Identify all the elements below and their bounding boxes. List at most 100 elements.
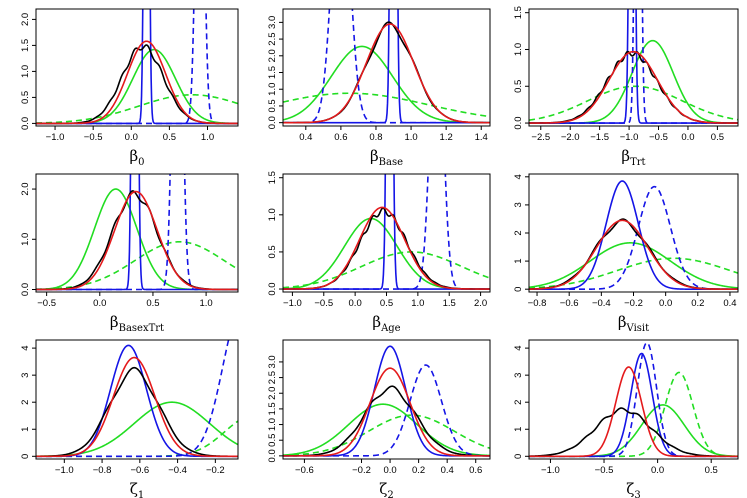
y-tick-label: 4 [20, 345, 31, 350]
density-curve-red-solid [529, 50, 738, 124]
x-tick-label: 0.5 [711, 132, 724, 143]
panel-3: −2.5 −2.0 −1.5 −1.0 −0.5 0.0 0.5 0.0 0.5 1.0 1.5 βT… [513, 6, 739, 168]
y-tick-label: 1.5 [513, 6, 524, 19]
density-curve-blue-solid [529, 180, 738, 290]
y-tick-label: 1.5 [20, 39, 31, 52]
y-tick-label: 3 [513, 373, 524, 378]
y-tick-label: 0 [20, 454, 31, 459]
density-curve-blue-dashed [283, 364, 490, 457]
x-axis-label: ζ1 [130, 480, 145, 498]
density-curve-red-solid [283, 206, 490, 290]
x-axis-label-symbol: β [129, 147, 138, 165]
y-tick-label: 1.0 [267, 418, 278, 431]
density-curve-blue-solid [283, 345, 490, 457]
x-axis-label-subscript: 3 [634, 490, 640, 498]
y-tick-label: 0.0 [513, 116, 524, 129]
y-tick-label: 2.0 [20, 13, 31, 26]
x-axis-label-subscript: 1 [138, 490, 144, 498]
density-curve-blue-dashed [529, 341, 738, 458]
x-tick-label: 1.4 [475, 132, 488, 143]
x-tick-label: −1.0 [541, 465, 560, 476]
y-tick-label: 1.0 [267, 83, 278, 96]
x-tick-label: −0.2 [206, 465, 225, 476]
panel-2-curves [283, 9, 490, 124]
y-tick-label: 1 [513, 258, 524, 263]
density-curve-black-solid [283, 207, 490, 290]
x-axis-label-symbol: β [372, 313, 381, 331]
x-tick-label: 1.0 [404, 132, 417, 143]
x-tick-label: 0.0 [93, 298, 106, 309]
panel-6: −0.8 −0.6 −0.4 −0.2 0.0 0.2 0.4 0 1 2 3 4 βVisit [513, 173, 739, 334]
panel-1-curves [36, 9, 238, 125]
x-tick-label: 0.0 [651, 465, 664, 476]
density-curve-blue-solid [283, 9, 490, 124]
y-tick-label: 2.0 [267, 49, 278, 62]
x-tick-label: −0.4 [592, 298, 611, 309]
y-tick-label: 1.0 [20, 233, 31, 246]
density-curve-green-dashed [283, 414, 490, 457]
y-tick-label: 1 [20, 427, 31, 432]
x-axis-label: ζ3 [626, 480, 641, 498]
x-tick-label: −0.8 [528, 298, 547, 309]
y-tick-label: 0 [513, 287, 524, 292]
x-tick-label: −1.5 [590, 132, 609, 143]
x-tick-label: 0.5 [146, 298, 159, 309]
density-curve-red-solid [36, 190, 238, 291]
x-tick-label: −0.5 [595, 465, 614, 476]
y-tick-label: 3.0 [267, 355, 278, 368]
x-tick-label: 0.0 [125, 132, 138, 143]
y-tick-label: 0.5 [20, 91, 31, 104]
density-curve-red-solid [36, 356, 238, 458]
y-tick-label: 2.5 [267, 32, 278, 45]
x-axis-label: βTrt [621, 147, 645, 168]
panel-1: −1.0 −0.5 0.0 0.5 1.0 0.0 0.5 1.0 1.5 2.0 β0 [20, 8, 239, 168]
x-tick-label: 0.4 [441, 465, 454, 476]
x-axis-label-symbol: β [618, 313, 627, 331]
plot-frame [35, 339, 239, 460]
panel-5: −1.0 −0.5 0.0 0.5 1.0 1.5 2.0 0.0 0.5 1.0 1.5 βAge [267, 171, 491, 334]
x-tick-label: 1.0 [199, 298, 212, 309]
y-tick-label: 0.0 [267, 116, 278, 129]
density-curve-green-solid [529, 242, 738, 289]
density-curve-green-solid [283, 403, 490, 457]
x-tick-label: 0.4 [723, 298, 736, 309]
x-tick-label: 1.2 [440, 132, 453, 143]
panel-2: 0.4 0.6 0.8 1.0 1.2 1.4 0.0 0.5 1.0 1.5 2.0 2.5 3.0 β… [267, 8, 491, 168]
panel-6-curves [529, 180, 738, 290]
density-curve-green-dashed [36, 420, 238, 458]
x-tick-label: 0.2 [691, 298, 704, 309]
y-tick-label: 3.0 [267, 16, 278, 29]
y-tick-label: 0.5 [513, 80, 524, 93]
x-axis-label: βAge [372, 313, 400, 334]
x-tick-label: 0.5 [705, 465, 718, 476]
density-curve-black-solid [283, 21, 490, 124]
x-axis-label-symbol: β [110, 313, 119, 331]
x-axis-label-symbol: ζ [379, 480, 387, 498]
x-tick-label: 0.0 [349, 298, 362, 309]
y-tick-label: 1.0 [513, 43, 524, 56]
density-curve-green-dashed [529, 257, 738, 289]
y-tick-label: 3 [513, 202, 524, 207]
x-axis-label: βBasexTrt [110, 313, 164, 334]
x-tick-label: 1.0 [411, 298, 424, 309]
panel-7-curves [36, 340, 238, 458]
y-tick-label: 1.5 [267, 402, 278, 415]
x-axis-label-symbol: ζ [626, 480, 634, 498]
y-tick-label: 2 [513, 230, 524, 235]
x-tick-label: 0.4 [299, 132, 312, 143]
panel-4: −0.5 0.0 0.5 1.0 0.0 1.0 2.0 βBasexTrt [20, 173, 239, 334]
x-tick-label: 0.2 [412, 465, 425, 476]
density-curve-blue-solid [529, 9, 738, 124]
x-tick-label: −0.2 [352, 465, 371, 476]
y-tick-label: 4 [513, 174, 524, 179]
x-tick-label: −1.0 [620, 132, 639, 143]
x-axis-label-subscript: Trt [630, 157, 645, 168]
x-tick-label: 0.0 [383, 465, 396, 476]
x-axis-label-subscript: Age [380, 323, 401, 334]
plot-frame [528, 8, 739, 127]
x-axis-label: βBase [370, 147, 403, 168]
density-curve-green-dashed [36, 94, 238, 124]
density-curve-black-solid [36, 366, 238, 458]
